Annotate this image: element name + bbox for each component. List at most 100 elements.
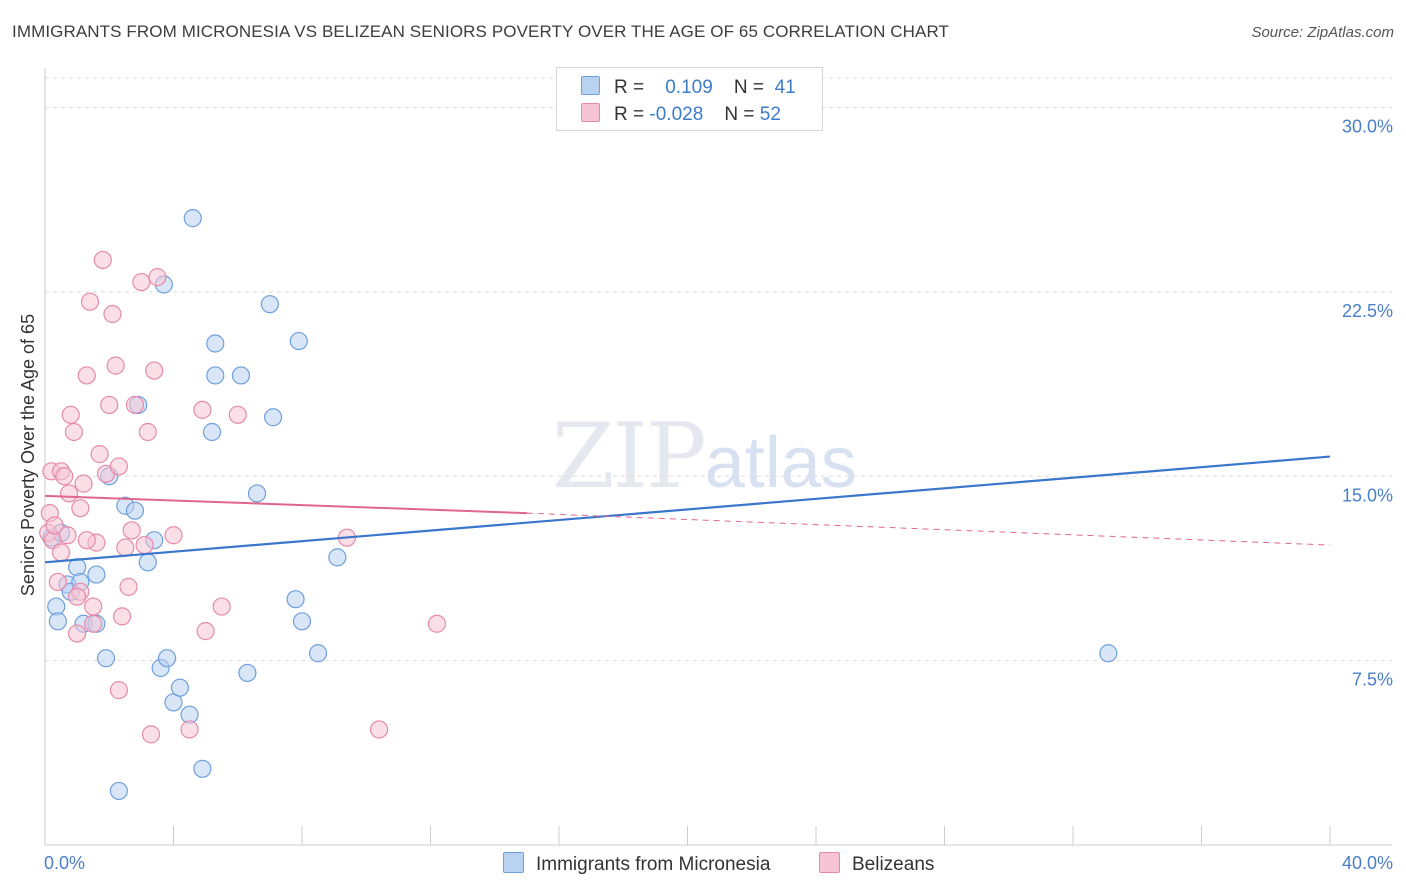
- belizean-point-24: [100, 395, 119, 415]
- belizean-point-10: [61, 405, 80, 424]
- micronesia-point-6: [68, 558, 87, 577]
- legend-swatch-pink: [581, 103, 600, 122]
- legend-row-micronesia: R = 0.109 N = 41: [581, 76, 796, 99]
- belizean-trend-line-1: [44, 494, 527, 515]
- micronesia-point-28: [206, 334, 225, 353]
- belizean-point-19: [84, 614, 103, 633]
- watermark-atlas: atlas: [704, 423, 857, 503]
- x-tick-label-0: 0.0%: [44, 853, 85, 873]
- micronesia-trend-line-0: [44, 455, 1331, 564]
- belizean-point-26: [106, 356, 125, 375]
- legend-n-label-2: N =: [724, 104, 755, 125]
- legend-n-label-1: N =: [733, 77, 765, 98]
- micronesia-point-15: [125, 501, 145, 520]
- belizean-point-47: [370, 720, 389, 739]
- belizean-point-16: [77, 366, 96, 385]
- micronesia-point-26: [193, 759, 212, 778]
- belizean-point-32: [122, 521, 141, 540]
- micronesia-point-11: [96, 649, 116, 668]
- belizean-point-29: [112, 607, 132, 626]
- legend-r-label-1: R =: [614, 77, 645, 98]
- x-tick-label-1: 40.0%: [1342, 853, 1393, 873]
- belizean-point-37: [141, 725, 161, 744]
- micronesia-point-9: [87, 565, 106, 584]
- belizean-point-25: [103, 304, 122, 324]
- belizean-point-22: [93, 250, 112, 270]
- belizean-point-35: [135, 535, 154, 555]
- legend-n-value-2: 52: [759, 104, 781, 125]
- micronesia-point-34: [263, 408, 283, 427]
- micronesia-point-37: [292, 612, 312, 631]
- y-tick-label-0: 7.5%: [1352, 670, 1393, 690]
- micronesia-point-31: [238, 663, 257, 683]
- source-credit: Source: ZipAtlas.com: [1251, 24, 1394, 41]
- micronesia-point-20: [157, 649, 177, 668]
- belizean-point-36: [138, 422, 157, 442]
- belizean-point-44: [212, 597, 231, 616]
- belizean-point-50: [68, 587, 87, 606]
- belizean-point-45: [228, 405, 247, 424]
- y-tick-label-2: 22.5%: [1342, 301, 1393, 321]
- micronesia-point-2: [48, 612, 67, 631]
- micronesia-point-35: [286, 590, 305, 609]
- belizean-point-33: [125, 395, 145, 415]
- bottom-legend-swatch-pink: [819, 852, 840, 873]
- belizean-point-42: [193, 400, 212, 419]
- belizean-point-28: [109, 457, 128, 476]
- belizean-point-30: [116, 538, 135, 557]
- micronesia-point-29: [206, 366, 225, 385]
- bottom-legend-label-1: Immigrants from Micronesia: [536, 854, 771, 875]
- belizean-point-31: [119, 577, 138, 596]
- belizean-point-48: [427, 614, 447, 633]
- belizean-point-15: [74, 474, 93, 493]
- belizean-point-51: [77, 531, 96, 550]
- legend-r-label-2: R =: [614, 104, 645, 125]
- bottom-legend-belizeans: Belizeans: [819, 852, 934, 876]
- belizean-point-9: [59, 484, 79, 503]
- belizean-trend-line-2: [526, 512, 1331, 546]
- belizean-point-14: [71, 499, 90, 518]
- belizean-point-18: [84, 597, 103, 616]
- watermark-zip: ZIP: [552, 404, 707, 509]
- belizean-point-5: [48, 572, 67, 592]
- belizean-point-12: [68, 624, 87, 643]
- micronesia-point-25: [183, 209, 202, 228]
- bottom-legend-swatch-blue: [503, 852, 524, 873]
- belizean-point-27: [109, 681, 128, 700]
- micronesia-point-36: [289, 331, 308, 351]
- belizean-point-4: [45, 516, 64, 535]
- belizean-point-40: [164, 526, 183, 545]
- bottom-legend-label-2: Belizeans: [852, 854, 935, 875]
- micronesia-point-39: [328, 548, 347, 567]
- micronesia-point-17: [138, 553, 157, 572]
- bottom-legend-micronesia: Immigrants from Micronesia: [503, 852, 770, 876]
- micronesia-point-32: [247, 484, 267, 503]
- belizean-point-38: [145, 361, 164, 380]
- belizean-point-41: [180, 720, 199, 739]
- belizean-point-11: [64, 422, 84, 442]
- belizean-point-39: [148, 268, 167, 287]
- micronesia-point-13: [109, 781, 128, 801]
- legend-r-value-1: 0.109: [665, 77, 713, 98]
- micronesia-point-30: [231, 366, 251, 385]
- belizean-point-7: [55, 467, 74, 486]
- legend-r-value-2: -0.028: [649, 104, 704, 125]
- belizean-point-34: [132, 272, 151, 292]
- legend-row-belizeans: R = -0.028 N = 52: [581, 103, 781, 126]
- belizean-point-43: [196, 622, 215, 641]
- micronesia-point-23: [170, 678, 190, 697]
- belizean-point-8: [58, 526, 77, 545]
- legend-swatch-blue: [581, 76, 600, 95]
- belizean-point-21: [90, 445, 109, 464]
- micronesia-point-27: [202, 422, 222, 442]
- legend-n-value-1: 41: [774, 77, 796, 98]
- watermark: ZIPatlas: [552, 404, 857, 509]
- y-axis-label: Seniors Poverty Over the Age of 65: [18, 314, 38, 596]
- micronesia-point-40: [1099, 644, 1118, 663]
- y-tick-label-3: 30.0%: [1342, 117, 1393, 137]
- micronesia-point-33: [260, 295, 279, 314]
- chart-title: IMMIGRANTS FROM MICRONESIA VS BELIZEAN S…: [12, 22, 950, 41]
- micronesia-point-38: [308, 644, 328, 663]
- belizean-point-49: [51, 543, 71, 562]
